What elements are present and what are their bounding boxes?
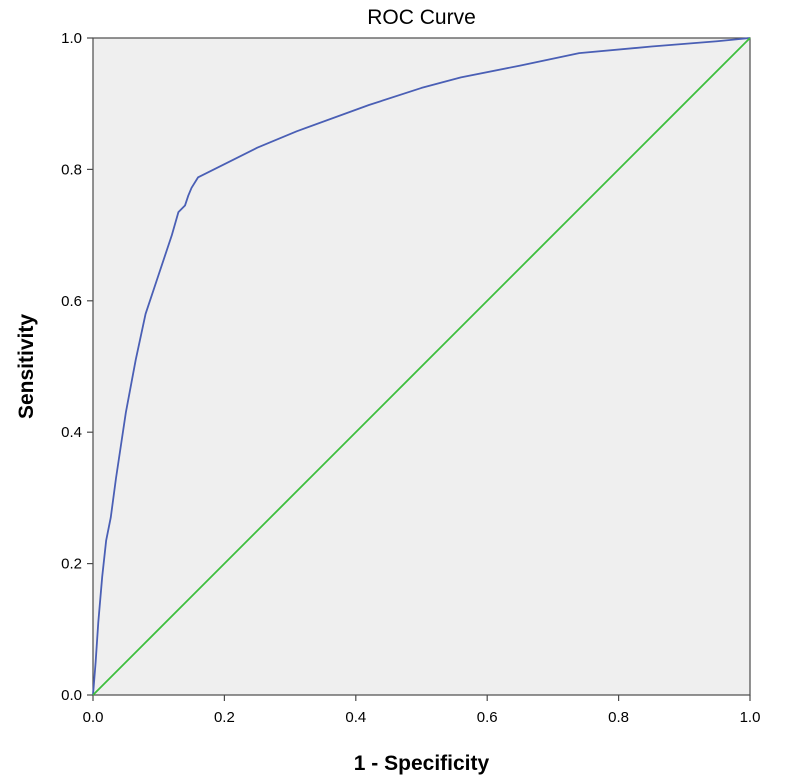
x-tick-label: 0.6 (477, 709, 498, 726)
y-tick-label: 0.4 (61, 424, 82, 441)
x-tick-label: 0.0 (83, 709, 104, 726)
x-tick-label: 0.4 (345, 709, 366, 726)
y-tick-label: 0.6 (61, 293, 82, 310)
y-axis-label: Sensitivity (15, 314, 38, 419)
chart-title: ROC Curve (367, 6, 476, 29)
x-axis-label: 1 - Specificity (354, 752, 490, 775)
x-tick-label: 0.8 (608, 709, 629, 726)
y-tick-label: 1.0 (61, 30, 82, 47)
axes: 0.0 0.2 0.4 0.6 0.8 1.0 0.0 0.2 0.4 0.6 0.8 1.0 (61, 30, 760, 726)
y-tick-label: 0.8 (61, 161, 82, 178)
reference-diagonal-line (92, 37, 751, 696)
series-layer (92, 37, 751, 696)
x-tick-label: 0.2 (214, 709, 235, 726)
y-tick-label: 0.0 (61, 687, 82, 704)
y-tick-label: 0.2 (61, 556, 82, 573)
x-tick-label: 1.0 (740, 709, 761, 726)
roc-curve-line (92, 37, 751, 696)
